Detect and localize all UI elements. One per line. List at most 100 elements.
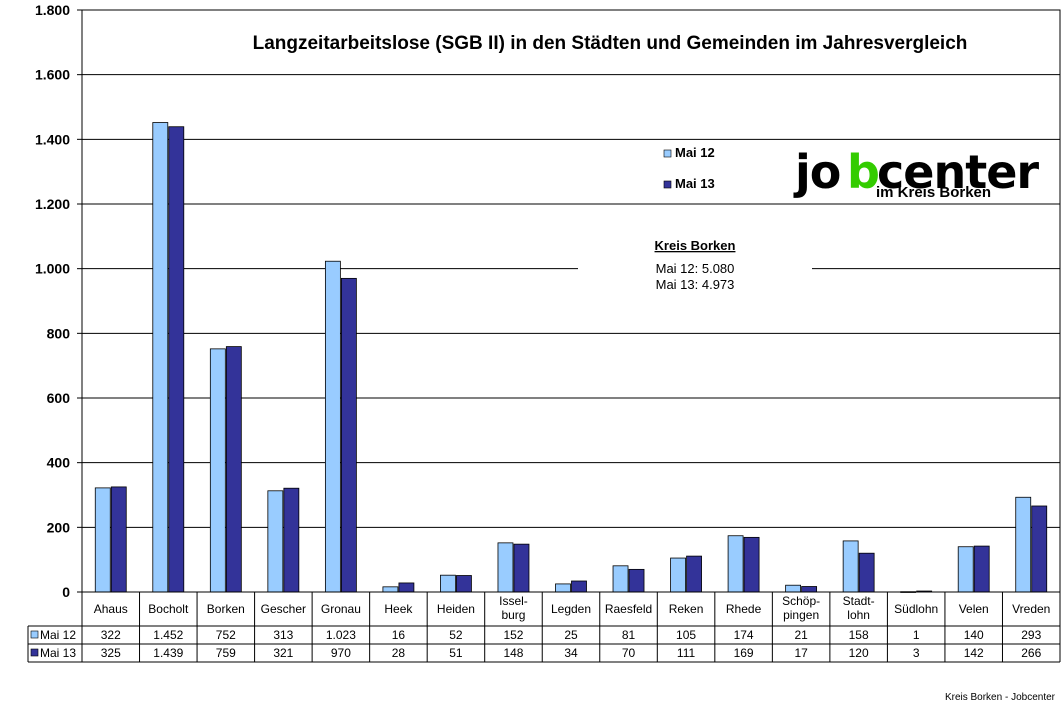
bar-mai13 xyxy=(686,555,702,593)
bars xyxy=(94,122,1048,593)
bar-mai13 xyxy=(743,536,760,593)
y-tick-label: 400 xyxy=(47,455,71,471)
y-tick-label: 1.200 xyxy=(35,196,70,212)
category-label: Stadt- xyxy=(843,594,875,608)
legend-label: Mai 12 xyxy=(675,145,715,160)
annotation-line-2: Mai 13: 4.973 xyxy=(656,277,735,292)
y-tick-label: 800 xyxy=(47,325,71,341)
bar-mai12 xyxy=(842,540,859,593)
table-cell-value: 21 xyxy=(794,628,808,642)
table-cell-value: 140 xyxy=(964,628,984,642)
table-cell-value: 120 xyxy=(849,646,869,660)
table-cell-value: 321 xyxy=(273,646,293,660)
category-label: Velen xyxy=(959,602,989,616)
bar-mai12 xyxy=(727,535,744,593)
bar-mai13 xyxy=(225,346,242,593)
bar-mai13 xyxy=(513,543,530,593)
table-cell-value: 3 xyxy=(913,646,920,660)
category-label: Raesfeld xyxy=(605,602,652,616)
table-cell-value: 105 xyxy=(676,628,696,642)
y-axis-ticks: 0 200 400 600 800 1.000 1.200 1.400 1.600 1.800 xyxy=(35,2,82,600)
category-label: Südlohn xyxy=(894,602,938,616)
y-tick-label: 1.800 xyxy=(35,2,70,18)
category-label: burg xyxy=(501,608,525,622)
grid-lines xyxy=(81,9,1061,593)
category-label: Rhede xyxy=(726,602,762,616)
table-legend-key xyxy=(30,630,39,639)
table-cell-value: 266 xyxy=(1021,646,1041,660)
bar-mai13 xyxy=(283,487,300,593)
bar-mai12 xyxy=(1015,496,1032,593)
table-cell-value: 111 xyxy=(677,646,696,660)
bar-mai13 xyxy=(801,586,818,593)
plot-area xyxy=(81,9,1061,593)
data-table: Ahaus Bocholt Borken Gescher Gronau Heek Heide… xyxy=(27,591,1061,663)
bar-mai12 xyxy=(497,542,514,593)
category-label: lohn xyxy=(847,608,870,622)
bar-mai13 xyxy=(168,126,185,593)
logo-subtitle: im Kreis Borken xyxy=(876,184,991,201)
table-cell-value: 51 xyxy=(449,646,463,660)
bar-mai12 xyxy=(324,260,341,593)
table-cell-value: 148 xyxy=(503,646,523,660)
legend: Mai 12 Mai 13 xyxy=(663,145,715,191)
category-label: Schöp- xyxy=(782,594,820,608)
bar-mai12 xyxy=(267,490,284,593)
table-cell-value: 81 xyxy=(622,628,636,642)
table-cell-value: 52 xyxy=(449,628,463,642)
category-label: pingen xyxy=(783,608,819,622)
annotation-title: Kreis Borken xyxy=(655,238,736,253)
table-series-name: Mai 13 xyxy=(40,646,76,660)
table-cell-value: 1.023 xyxy=(326,628,356,642)
bar-mai12 xyxy=(785,584,802,593)
table-cell-value: 293 xyxy=(1021,628,1041,642)
bar-mai13 xyxy=(398,582,415,593)
table-cell-value: 169 xyxy=(734,646,754,660)
legend-key xyxy=(663,149,672,158)
table-cell-value: 158 xyxy=(849,628,869,642)
table-cell-value: 1.452 xyxy=(153,628,183,642)
table-cell-value: 325 xyxy=(101,646,121,660)
y-tick-label: 1.000 xyxy=(35,261,70,277)
table-cell-value: 174 xyxy=(734,628,754,642)
table-cell-value: 34 xyxy=(564,646,578,660)
category-label: Borken xyxy=(207,602,245,616)
table-cell-value: 752 xyxy=(216,628,236,642)
category-label: Heek xyxy=(384,602,413,616)
legend-key xyxy=(663,180,672,189)
table-cell-value: 16 xyxy=(392,628,406,642)
logo-accent-letter: b xyxy=(847,145,880,199)
bar-mai12 xyxy=(382,586,399,593)
chart-title: Langzeitarbeitslose (SGB II) in den Städ… xyxy=(253,33,968,54)
bar-mai13 xyxy=(340,277,357,593)
y-tick-label: 0 xyxy=(62,584,70,600)
bar-mai13 xyxy=(628,568,645,593)
table-cell-value: 25 xyxy=(564,628,578,642)
bar-mai12 xyxy=(440,574,456,593)
category-label: Gronau xyxy=(321,602,361,616)
logo-wordmark-rest: center xyxy=(877,145,1039,199)
bar-mai13 xyxy=(973,545,990,593)
category-label: Gescher xyxy=(261,602,306,616)
table-legend-key xyxy=(30,648,39,657)
bar-mai12 xyxy=(612,565,629,593)
legend-label: Mai 13 xyxy=(675,176,715,191)
bar-mai13 xyxy=(858,552,875,593)
table-series-name: Mai 12 xyxy=(40,628,76,642)
table-cell-value: 28 xyxy=(392,646,406,660)
annotation-kreis-borken: Kreis Borken Mai 12: 5.080 Mai 13: 4.973 xyxy=(655,238,736,292)
table-cell-value: 70 xyxy=(622,646,636,660)
bar-mai12 xyxy=(209,348,226,593)
table-cell-value: 1.439 xyxy=(153,646,183,660)
annotation-line-1: Mai 12: 5.080 xyxy=(656,261,735,276)
table-cell-value: 313 xyxy=(273,628,293,642)
y-tick-label: 1.600 xyxy=(35,67,70,83)
logo-wordmark: jo xyxy=(793,145,840,199)
bar-mai12 xyxy=(957,546,974,593)
bar-mai13 xyxy=(1031,505,1048,593)
bar-mai13 xyxy=(571,580,587,593)
table-cell-value: 970 xyxy=(331,646,351,660)
footer-credit: Kreis Borken - Jobcenter xyxy=(945,692,1056,703)
